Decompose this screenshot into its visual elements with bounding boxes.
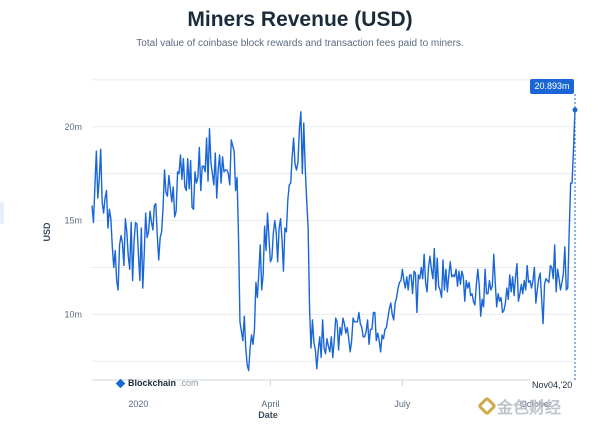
y-tick-label: 10m [64, 309, 82, 319]
logo-suffix: .com [179, 378, 199, 388]
logo-brand: Blockchain [128, 378, 177, 388]
y-axis-title: USD [42, 222, 52, 242]
blockchain-logo: Blockchain .com [115, 378, 199, 388]
chart-title: Miners Revenue (USD) [187, 8, 413, 31]
y-tick-label: 15m [64, 216, 82, 226]
watermark-text: 金色财经 [497, 400, 562, 417]
x-tick-label: April [261, 399, 279, 409]
x-tick-label: October [520, 399, 552, 409]
value-tooltip: 20.893m [530, 79, 574, 94]
chart-subtitle: Total value of coinbase block rewards an… [136, 38, 464, 49]
hover-point-marker [572, 107, 578, 113]
grid-lines [92, 79, 575, 381]
x-tick-label: 2020 [128, 399, 148, 409]
watermark: 金色财经 [477, 394, 562, 418]
date-tooltip: Nov04,'20 [530, 378, 575, 392]
revenue-series-line [91, 109, 576, 372]
x-tick-label: July [394, 399, 411, 409]
x-axis-title: Date [258, 410, 278, 420]
y-axis-ticks: 10m 15m 20m [64, 122, 82, 320]
blockchain-logo-icon [115, 378, 126, 388]
x-axis-ticks: 2020 April July October [128, 380, 552, 409]
watermark-logo-icon [477, 396, 497, 416]
y-tick-label: 20m [64, 122, 82, 132]
side-panel-tab[interactable] [0, 202, 4, 224]
